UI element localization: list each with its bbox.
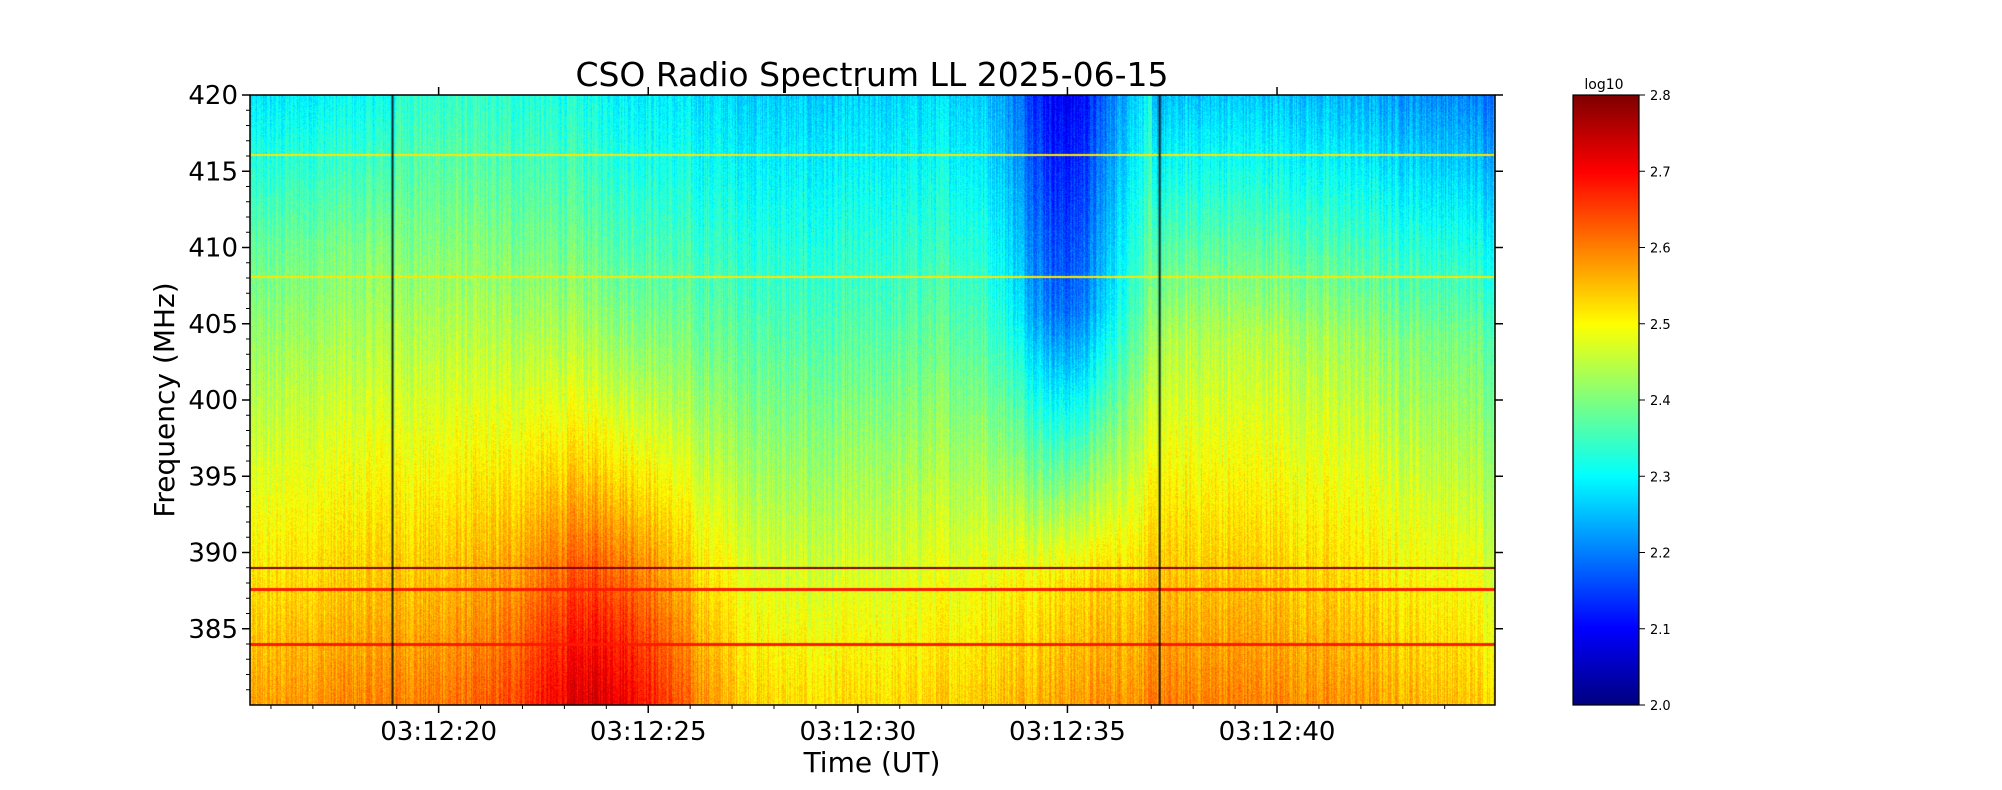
colorbar-tick-label: 2.1 <box>1650 623 1671 638</box>
colorbar-tick-label: 2.5 <box>1650 318 1671 333</box>
spectrogram-image <box>250 95 1495 705</box>
colorbar-ticks: 2.0 2.1 2.2 2.3 2.4 2.5 2.6 2.7 2.8 <box>1639 89 1671 714</box>
y-tick-label: 405 <box>188 310 238 340</box>
colorbar-tick-label: 2.8 <box>1650 89 1671 104</box>
x-tick-label: 03:12:30 <box>799 717 916 747</box>
y-tick-label: 415 <box>188 157 238 187</box>
colorbar-tick-label: 2.0 <box>1650 699 1671 714</box>
y-tick-label: 420 <box>188 81 238 111</box>
colorbar <box>1573 95 1639 705</box>
y-tick-label: 400 <box>188 386 238 416</box>
y-axis: 385 390 395 400 405 410 415 420 <box>188 81 1503 691</box>
y-axis-label: Frequency (MHz) <box>148 282 181 517</box>
x-tick-label: 03:12:25 <box>590 717 707 747</box>
colorbar-tick-label: 2.4 <box>1650 394 1671 409</box>
colorbar-tick-label: 2.2 <box>1650 547 1671 562</box>
x-axis: 03:12:20 03:12:25 03:12:30 03:12:35 03:12:40 <box>270 87 1446 747</box>
y-tick-label: 390 <box>188 539 238 569</box>
colorbar-tick-label: 2.7 <box>1650 165 1671 180</box>
x-tick-label: 03:12:35 <box>1009 717 1126 747</box>
y-tick-label: 410 <box>188 234 238 264</box>
x-axis-label: Time (UT) <box>803 746 941 779</box>
colorbar-tick-label: 2.6 <box>1650 242 1671 257</box>
colorbar-tick-label: 2.3 <box>1650 470 1671 485</box>
chart-title: CSO Radio Spectrum LL 2025-06-15 <box>575 55 1168 94</box>
x-tick-label: 03:12:20 <box>380 717 497 747</box>
y-tick-label: 395 <box>188 462 238 492</box>
y-tick-label: 385 <box>188 615 238 645</box>
x-tick-label: 03:12:40 <box>1219 717 1336 747</box>
colorbar-label: log10 <box>1584 77 1623 93</box>
